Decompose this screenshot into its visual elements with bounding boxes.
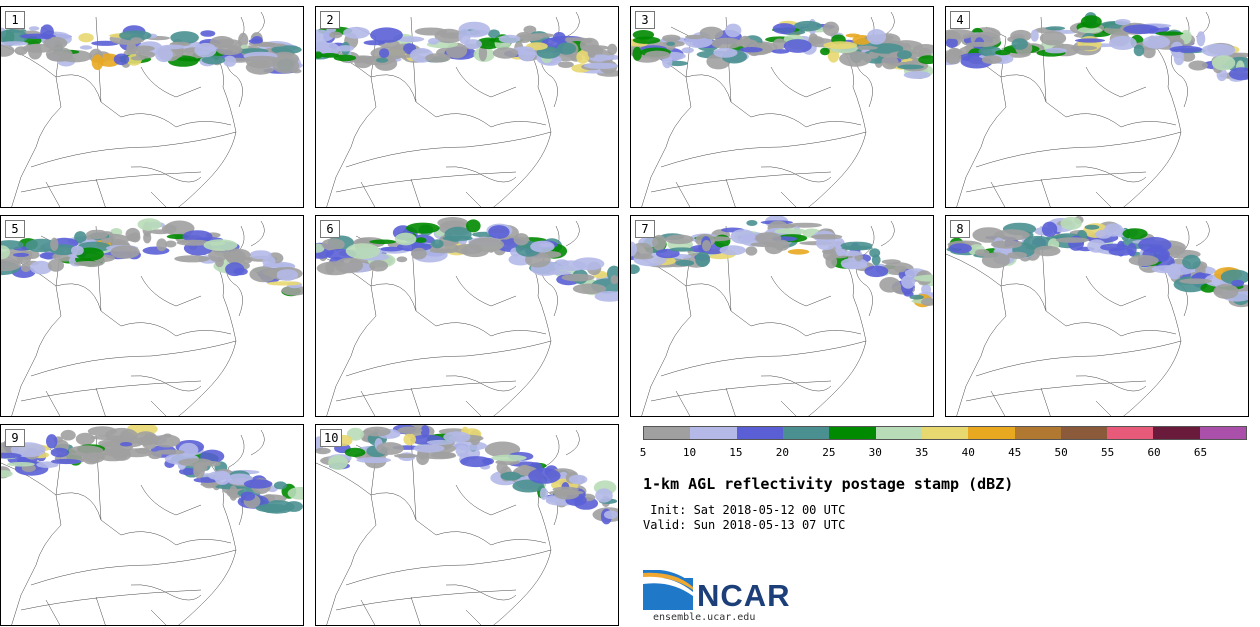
member-label: 6 — [320, 220, 340, 238]
ensemble-url: ensemble.ucar.edu — [653, 612, 756, 623]
ncar-logo-icon — [643, 570, 693, 610]
colorbar-segment — [1014, 427, 1061, 439]
ensemble-member-panel: 6 — [315, 215, 619, 417]
ensemble-member-panel: 10 — [315, 424, 619, 626]
colorbar-tick: 65 — [1193, 446, 1208, 459]
basemap-and-reflectivity — [946, 216, 1248, 416]
member-label: 10 — [320, 429, 343, 447]
member-label: 9 — [5, 429, 25, 447]
colorbar-tick: 10 — [682, 446, 697, 459]
basemap-and-reflectivity — [631, 11, 933, 207]
colorbar-segment — [968, 427, 1015, 439]
basemap-and-reflectivity — [946, 11, 1248, 207]
colorbar-tick: 5 — [639, 446, 647, 459]
ensemble-member-panel: 9 — [0, 424, 304, 626]
colorbar-tick-labels: 5 10 15 20 25 30 35 40 45 50 55 60 65 — [639, 446, 1247, 460]
basemap-and-reflectivity — [1, 218, 303, 416]
colorbar-tick: 30 — [868, 446, 882, 459]
ensemble-member-panel: 1 — [0, 6, 304, 208]
colorbar-segment — [829, 427, 876, 439]
colorbar-segment — [736, 427, 783, 439]
colorbar-segment — [690, 427, 737, 439]
colorbar-segment — [1107, 427, 1154, 439]
colorbar-tick: 15 — [729, 446, 743, 459]
colorbar-tick: 35 — [915, 446, 929, 459]
colorbar-segment — [1153, 427, 1200, 439]
basemap-and-reflectivity — [1, 11, 303, 207]
ensemble-member-panel: 3 — [630, 6, 934, 208]
colorbar-tick: 45 — [1008, 446, 1022, 459]
colorbar-segment — [782, 427, 830, 439]
member-label: 3 — [635, 11, 655, 29]
basemap-and-reflectivity — [316, 11, 618, 207]
colorbar-segment — [1060, 427, 1108, 439]
member-label: 1 — [5, 11, 25, 29]
basemap-and-reflectivity — [1, 425, 303, 625]
member-label: 4 — [950, 11, 970, 29]
ensemble-member-panel: 7 — [630, 215, 934, 417]
valid-time: Valid: Sun 2018-05-13 07 UTC — [643, 518, 846, 532]
member-label: 8 — [950, 220, 970, 238]
ensemble-member-panel: 5 — [0, 215, 304, 417]
ensemble-member-panel: 2 — [315, 6, 619, 208]
reflectivity-colorbar — [643, 426, 1247, 440]
colorbar-segment — [1199, 427, 1247, 439]
basemap-and-reflectivity — [316, 425, 618, 625]
basemap-and-reflectivity — [631, 216, 933, 416]
init-time: Init: Sat 2018-05-12 00 UTC — [643, 503, 846, 517]
ensemble-member-panel: 8 — [945, 215, 1249, 417]
colorbar-tick: 50 — [1054, 446, 1068, 459]
colorbar-segment — [921, 427, 969, 439]
figure-title: 1-km AGL reflectivity postage stamp (dBZ… — [643, 475, 1014, 493]
colorbar-tick: 25 — [822, 446, 836, 459]
member-label: 5 — [5, 220, 25, 238]
colorbar-segment — [875, 427, 922, 439]
ensemble-member-panel: 4 — [945, 6, 1249, 208]
colorbar-tick: 60 — [1147, 446, 1161, 459]
member-label: 2 — [320, 11, 340, 29]
colorbar-segment — [644, 427, 691, 439]
colorbar-tick: 55 — [1100, 446, 1115, 459]
colorbar-tick: 20 — [775, 446, 789, 459]
basemap-and-reflectivity — [316, 217, 618, 416]
member-label: 7 — [635, 220, 655, 238]
ncar-logo-text: NCAR — [697, 578, 791, 613]
colorbar-tick: 40 — [961, 446, 975, 459]
